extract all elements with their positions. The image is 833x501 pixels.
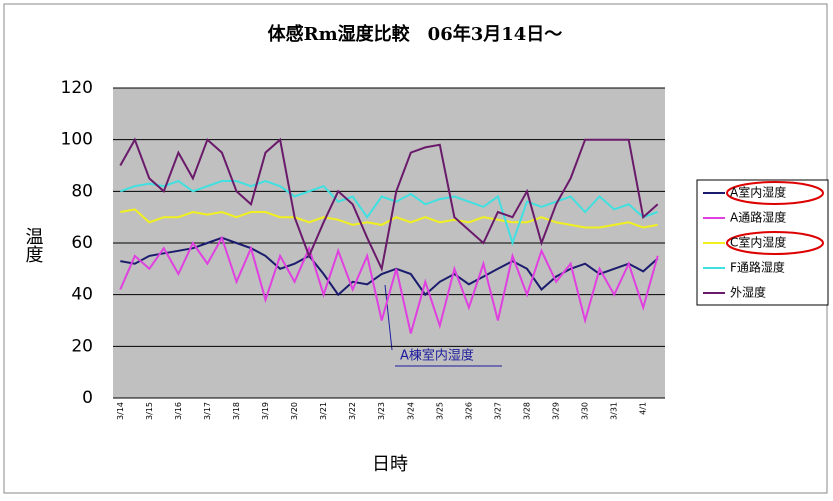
x-tick-label: 3/24: [406, 402, 415, 420]
y-tick-label: 80: [71, 181, 93, 201]
y-tick-label: 20: [71, 336, 93, 356]
x-axis-label: 日時: [372, 454, 408, 475]
highlight-ellipse: [726, 181, 824, 205]
annotation-arrow: [384, 284, 393, 351]
x-tick-label: 3/27: [493, 402, 502, 420]
x-tick-label: 3/29: [552, 402, 561, 420]
legend-label: A室内湿度: [730, 185, 786, 200]
y-tick-label: 40: [71, 285, 93, 305]
legend-label: C室内湿度: [730, 235, 786, 250]
legend-label: 外湿度: [730, 285, 766, 300]
x-tick-label: 3/14: [116, 402, 125, 420]
x-tick-label: 3/22: [348, 402, 357, 420]
series-line: [120, 208, 658, 229]
x-tick-label: 3/16: [174, 402, 183, 420]
x-tick-label: 3/28: [523, 402, 532, 420]
legend-label: F通路湿度: [730, 260, 785, 275]
highlight-ellipse: [726, 231, 824, 255]
x-tick-label: 3/31: [610, 402, 619, 420]
x-tick-label: 3/20: [290, 402, 299, 420]
series-line: [119, 137, 659, 273]
x-tick-label: 3/26: [464, 402, 473, 420]
x-tick-label: 3/15: [145, 402, 154, 420]
y-axis-label: 温度: [23, 227, 44, 263]
x-tick-label: 3/17: [203, 402, 212, 420]
y-tick-label: 60: [71, 233, 93, 253]
x-tick-label: 3/30: [581, 402, 590, 420]
series-line: [119, 235, 659, 334]
annotation: A棟室内湿度: [400, 348, 474, 364]
x-tick-label: 3/19: [261, 402, 270, 420]
series-line: [120, 236, 659, 297]
x-tick-label: 3/18: [232, 402, 241, 420]
y-tick-label: 0: [82, 388, 93, 408]
y-tick-label: 100: [61, 130, 93, 150]
chart-title: 体感Rm湿度比較 06年3月14日～: [268, 23, 563, 45]
x-tick-label: 3/25: [435, 402, 444, 420]
x-tick-label: 4/1: [639, 402, 648, 415]
y-tick-label: 120: [61, 78, 93, 98]
series-line: [119, 179, 659, 247]
legend-label: A通路湿度: [730, 210, 786, 225]
x-tick-label: 3/21: [319, 402, 328, 420]
x-tick-label: 3/23: [377, 402, 386, 420]
